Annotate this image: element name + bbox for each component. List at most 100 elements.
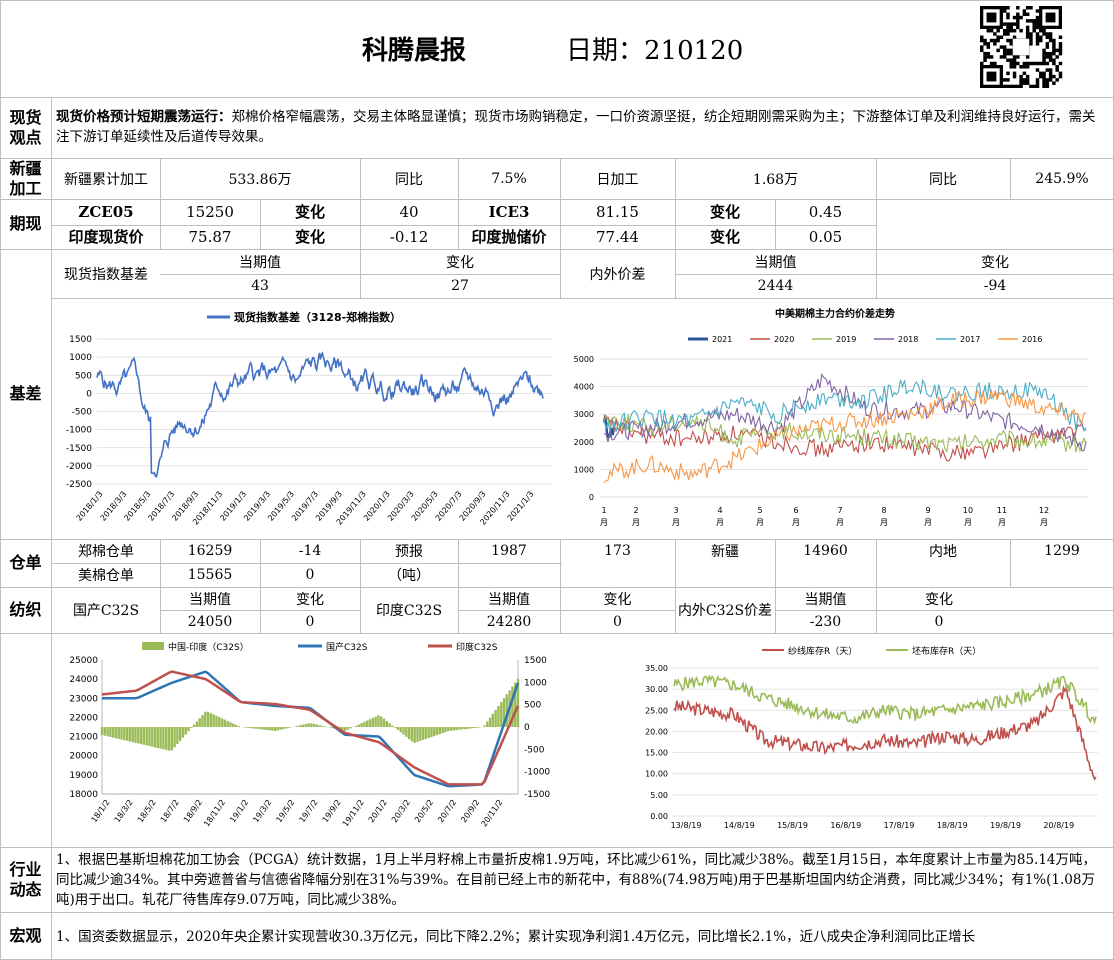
spread-bar (452, 727, 455, 731)
qr-module (1035, 15, 1040, 20)
qr-module (1048, 78, 1053, 82)
xinjiang-yoy1-value: 7.5% (491, 170, 527, 187)
qr-module (1002, 22, 1007, 26)
spread-bar (106, 727, 109, 737)
spread-bar (176, 727, 179, 745)
qr-module (1048, 58, 1053, 62)
grid-line (360, 158, 361, 199)
qr-module (1012, 65, 1017, 69)
grid-line (876, 158, 877, 249)
spread-bar (402, 727, 405, 735)
qr-module (1006, 51, 1010, 56)
qr-module (980, 35, 984, 39)
x-tick-label: 14/8/19 (724, 821, 755, 830)
spread-bar (128, 727, 132, 742)
report-date: 日期：210120 (566, 36, 744, 66)
qr-module (1058, 51, 1063, 56)
spread-bar (114, 727, 118, 739)
qr-module (989, 28, 994, 33)
x-tick-label: 18/7/2 (159, 798, 181, 824)
futures-c2-1: 印度抛储价 (471, 228, 547, 246)
qr-module (999, 45, 1004, 49)
spread-bar (447, 727, 450, 732)
qr-module (1016, 15, 1020, 20)
spread-bar (354, 725, 358, 727)
qr-module (1025, 25, 1030, 30)
x-tick-label: 月 (1040, 518, 1048, 527)
grid-line (260, 199, 261, 249)
spread-bar (474, 727, 478, 728)
qr-module (1035, 9, 1040, 13)
qr-module (1058, 61, 1063, 66)
spread-bar (424, 727, 428, 739)
x-tick-label: 月 (756, 518, 764, 527)
qr-module (1006, 38, 1010, 43)
legend-label: 2019 (836, 335, 856, 344)
grid-line (360, 199, 361, 249)
y-tick-label: -2500 (66, 480, 92, 490)
qr-module (1016, 12, 1020, 17)
spread-bar (407, 727, 411, 740)
c32s-spread-label: 内外C32S价差 (677, 603, 773, 619)
y-tick-label: -2000 (66, 462, 92, 472)
spread-bar (103, 727, 106, 736)
grid-line (458, 158, 459, 249)
qr-module (983, 55, 987, 59)
qr-module (1025, 78, 1030, 82)
yarn-inventory-series (673, 684, 1097, 781)
dom-chg-label: 变化 (296, 591, 324, 608)
grid-line (458, 610, 676, 611)
y-left-tick: 20000 (69, 752, 98, 762)
qr-module (1045, 84, 1050, 89)
qr-module (1055, 68, 1059, 72)
grid-line (0, 539, 1114, 540)
grid-line (0, 0, 1114, 1)
spread-bar (153, 727, 157, 748)
qr-module (1002, 6, 1007, 10)
qr-module (1048, 68, 1053, 72)
x-tick-label: 20/1/2 (367, 798, 389, 824)
spread-bar (125, 727, 129, 741)
grid-line (0, 587, 1114, 588)
qr-module (989, 61, 994, 66)
forecast-label: 预报 (395, 544, 423, 560)
qr-module (986, 42, 991, 46)
qr-module (1045, 68, 1050, 72)
qr-module (1029, 32, 1033, 36)
legend-label: 2021 (712, 335, 732, 344)
legend-label: 纱线库存R（天） (788, 645, 857, 657)
qr-module (1048, 32, 1053, 36)
spread-cur-label: 当期值 (804, 591, 847, 608)
xinjiang-label: 新疆 加工 (9, 158, 42, 198)
qr-module (1002, 28, 1007, 33)
qr-module (1002, 32, 1007, 36)
qr-module (1012, 35, 1017, 39)
qr-module (1016, 6, 1020, 10)
spread-chg-value: 0 (934, 613, 944, 630)
qr-module (1019, 15, 1023, 20)
qr-module (1045, 45, 1050, 49)
inland-receipt-label: 内地 (929, 544, 957, 560)
spread-bar (486, 721, 489, 727)
c32s-price-chart: 中国-印度（C32S） 国产C32S 印度C32S 25000 24000 23000 22… (69, 641, 550, 828)
series-2020 (603, 414, 1087, 462)
spread-bar (391, 725, 394, 727)
spread-bar (232, 723, 235, 727)
spread-bar (469, 727, 472, 729)
grid-line (1010, 539, 1011, 587)
grid-line (775, 610, 1114, 611)
qr-module (1035, 38, 1040, 43)
zheng-receipt-value: 16259 (187, 543, 233, 559)
qr-module (1048, 38, 1053, 43)
x-tick-label: 19/9/2 (321, 798, 343, 824)
x-tick-label: 16/8/19 (830, 821, 861, 830)
x-tick-label: 月 (600, 518, 608, 527)
x-tick-label: 3 (673, 506, 678, 515)
spread-bar (363, 721, 366, 727)
chart-title: 中美期棉主力合约价差走势 (775, 307, 895, 320)
qr-module (1012, 28, 1017, 33)
spread-bar (419, 727, 422, 741)
legend-label: 国产C32S (326, 641, 368, 653)
qr-module (1022, 78, 1027, 82)
y-tick-label: 30.00 (645, 685, 668, 694)
